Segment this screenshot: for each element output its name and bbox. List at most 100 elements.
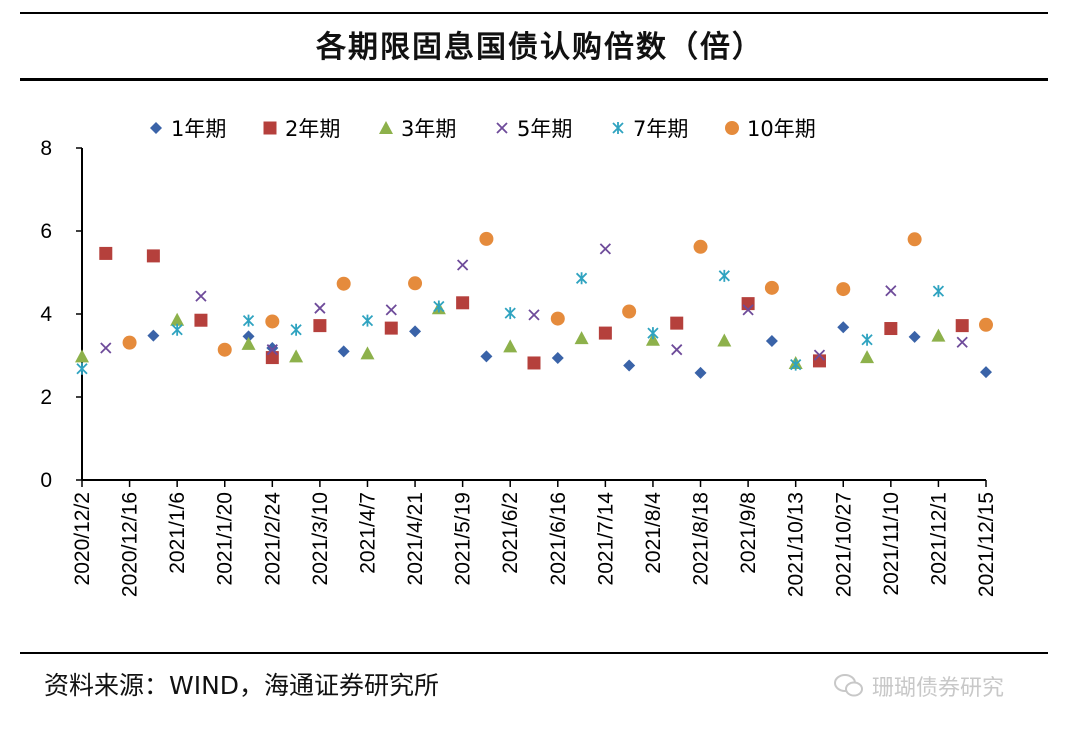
x-tick-label: 2021/6/2 — [499, 492, 522, 574]
data-point-series-2 — [146, 249, 160, 263]
data-point-series-3 — [241, 336, 256, 350]
x-tick-label: 2021/10/13 — [785, 492, 808, 597]
legend-label-series-5: 7年期 — [633, 117, 688, 141]
x-tick-label: 2021/5/19 — [452, 492, 475, 585]
legend-label-series-1: 1年期 — [171, 117, 226, 141]
data-point-series-5 — [290, 323, 302, 336]
data-point-series-3 — [717, 333, 732, 347]
data-point-series-3 — [75, 349, 89, 363]
data-point-series-1 — [266, 342, 279, 355]
x-tick-label: 2021/1/20 — [214, 492, 237, 585]
data-point-series-3 — [645, 332, 660, 346]
data-point-series-4 — [195, 290, 207, 302]
x-tick-label: 2020/12/16 — [119, 492, 142, 597]
watermark-text: 珊瑚债券研究 — [872, 676, 1005, 701]
data-point-series-3 — [289, 349, 304, 363]
data-point-series-5 — [575, 272, 588, 285]
data-point-series-4 — [599, 243, 612, 255]
legend-label-series-3: 3年期 — [401, 117, 456, 141]
data-point-series-2 — [884, 322, 898, 336]
data-point-series-4 — [742, 304, 754, 316]
scatter-chart: 0 2 4 6 8 2020/12/2 2020/12/16 2021/1/6 2021/1/2… — [40, 117, 998, 597]
x-tick-label: 2021/6/16 — [547, 492, 570, 585]
data-point-series-5 — [76, 362, 88, 375]
data-point-series-1 — [337, 345, 350, 358]
data-point-series-5 — [790, 358, 802, 371]
data-point-series-4 — [528, 309, 540, 321]
legend-marker-series-2 — [263, 121, 277, 135]
data-point-series-6 — [217, 342, 232, 357]
legend-label-series-4: 5年期 — [517, 117, 572, 141]
data-point-series-2 — [456, 296, 470, 310]
data-point-series-4 — [100, 342, 112, 354]
legend-label-series-6: 10年期 — [747, 117, 816, 141]
data-point-series-6 — [479, 231, 494, 246]
y-tick-label: 8 — [40, 137, 52, 160]
x-tick-label: 2021/9/8 — [737, 492, 760, 574]
data-point-series-5 — [861, 333, 873, 346]
data-point-series-4 — [813, 349, 826, 361]
data-point-series-1 — [480, 350, 493, 363]
x-tick-label: 2021/10/27 — [832, 492, 855, 597]
data-point-series-2 — [670, 316, 684, 330]
data-point-series-1 — [551, 351, 564, 364]
x-tick-label: 2021/4/7 — [356, 492, 379, 574]
data-point-series-4 — [266, 344, 278, 356]
data-point-series-5 — [504, 307, 516, 320]
data-point-series-2 — [265, 351, 279, 365]
data-point-series-5 — [932, 285, 945, 298]
data-point-series-6 — [693, 239, 708, 254]
data-point-series-5 — [171, 323, 183, 336]
y-tick-label: 0 — [40, 469, 52, 492]
y-tick-label: 2 — [40, 386, 52, 409]
chart-title: 各期限固息国债认购倍数（倍） — [316, 30, 764, 65]
data-point-series-6 — [622, 304, 637, 319]
x-tick-label: 2021/7/14 — [594, 492, 617, 586]
data-point-series-6 — [265, 314, 280, 329]
data-point-series-2 — [598, 326, 612, 340]
x-tick-label: 2021/12/15 — [975, 492, 998, 597]
data-point-series-6 — [764, 280, 779, 295]
data-point-series-5 — [647, 327, 659, 340]
source-note: 资料来源：WIND，海通证券研究所 — [44, 671, 440, 700]
x-tick-label: 2021/11/10 — [880, 492, 903, 596]
data-point-series-2 — [384, 321, 398, 335]
data-point-series-5 — [242, 314, 255, 327]
data-point-series-1 — [409, 325, 422, 338]
data-point-series-5 — [361, 314, 374, 327]
data-point-series-2 — [313, 319, 327, 333]
data-point-series-4 — [456, 259, 469, 271]
legend-marker-series-1 — [150, 122, 162, 134]
data-point-series-3 — [360, 346, 375, 360]
legend-marker-series-5 — [612, 122, 624, 134]
data-point-series-4 — [956, 336, 968, 348]
title-rule — [20, 78, 1048, 81]
data-point-series-1 — [908, 330, 921, 343]
x-tick-label: 2021/1/6 — [166, 492, 189, 574]
x-tick-label: 2021/8/4 — [642, 492, 665, 574]
legend-marker-series-4 — [496, 122, 508, 134]
data-point-series-2 — [194, 313, 208, 327]
legend-label-series-2: 2年期 — [285, 117, 340, 141]
data-point-series-4 — [314, 302, 326, 314]
data-point-series-3 — [860, 350, 875, 364]
data-point-series-1 — [765, 334, 778, 347]
data-point-series-6 — [336, 276, 351, 291]
data-point-series-1 — [980, 366, 992, 379]
data-point-series-6 — [408, 276, 423, 291]
y-tick-label: 4 — [40, 303, 52, 326]
legend-marker-series-6 — [725, 121, 739, 135]
data-point-series-4 — [671, 344, 683, 356]
data-point-series-1 — [147, 329, 160, 342]
data-point-series-1 — [694, 366, 707, 379]
data-point-series-1 — [242, 330, 255, 343]
data-point-series-3 — [170, 312, 185, 326]
data-point-series-4 — [385, 304, 397, 316]
data-point-series-1 — [623, 359, 636, 372]
data-point-series-1 — [837, 321, 850, 334]
data-point-series-6 — [836, 282, 851, 297]
data-point-series-5 — [433, 300, 445, 313]
top-rule — [20, 12, 1048, 14]
data-point-series-6 — [122, 335, 137, 350]
